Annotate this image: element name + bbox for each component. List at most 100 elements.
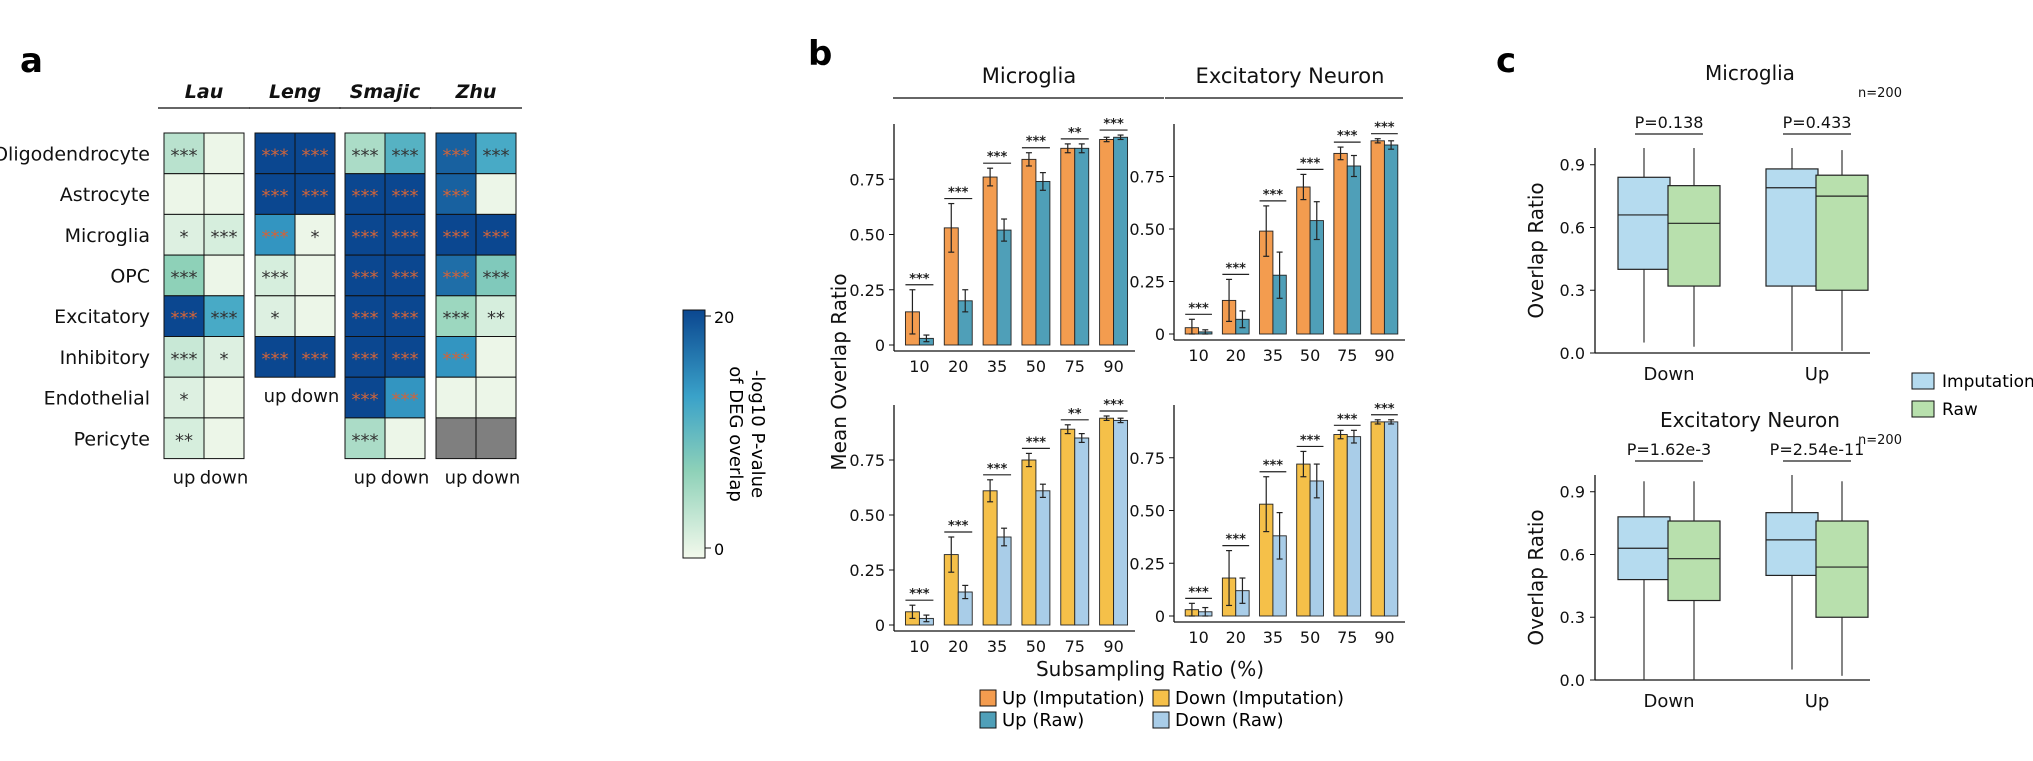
bar-up-raw: [1074, 147, 1090, 346]
bar-down-raw: [1035, 490, 1051, 626]
heatmap-col-label: down: [472, 468, 521, 489]
bar-y-tick-label: 0.75: [1129, 168, 1165, 187]
bar-x-tick-label: 10: [1188, 628, 1208, 647]
bar-significance-stars: ***: [1337, 412, 1358, 427]
box-y-axis-title: Overlap Ratio: [1524, 509, 1548, 645]
bar-significance-stars: ***: [1026, 135, 1047, 150]
bar-legend: Up (Imputation) Up (Raw) Down (Imputatio…: [979, 688, 1344, 731]
heatmap-group-title: Zhu: [455, 81, 497, 103]
bar-down-imputation: [1333, 434, 1348, 617]
bar-y-tick-label: 0.50: [849, 226, 885, 245]
box-pvalue-label: P=1.62e-3: [1627, 440, 1711, 459]
heatmap-cell: [384, 254, 426, 297]
heatmap-cell: [344, 417, 386, 460]
heatmap-cell: [475, 417, 517, 460]
heatmap-significance-stars: ***: [443, 308, 470, 329]
box-y-tick-label: 0.0: [1560, 344, 1585, 363]
heatmap-significance-stars: ***: [171, 349, 198, 370]
bar-significance-stars: ***: [1188, 585, 1209, 600]
bar-x-tick-label: 90: [1374, 346, 1394, 365]
heatmap-col-label: up: [354, 468, 377, 489]
legend-swatch-raw: [1911, 400, 1935, 418]
bar-down-raw: [996, 536, 1012, 626]
heatmap-cell: [384, 295, 426, 337]
box-n-label: n=200: [1858, 433, 1902, 448]
heatmap-significance-stars: ***: [352, 349, 379, 370]
heatmap-row-label: Astrocyte: [60, 184, 150, 206]
heatmap-row-label: Excitatory: [54, 306, 150, 328]
heatmap-cell: [203, 132, 245, 175]
heatmap-significance-stars: ***: [352, 267, 379, 288]
heatmap-significance-stars: ***: [171, 145, 198, 166]
bar-column-title: Microglia: [982, 64, 1076, 88]
heatmap-cell: [344, 173, 386, 215]
bar-significance-stars: ***: [909, 587, 930, 602]
bar-up-raw: [1113, 136, 1129, 346]
bar-significance-stars: ***: [1337, 129, 1358, 144]
heatmap-significance-stars: **: [175, 430, 193, 451]
bar-y-tick-label: 0: [875, 336, 885, 355]
box-y-tick-label: 0.3: [1560, 608, 1585, 627]
bar-up-imputation: [1296, 186, 1311, 335]
heatmap-significance-stars: ***: [171, 308, 198, 329]
box-y-tick-label: 0.9: [1560, 483, 1585, 502]
heatmap-cell: [163, 376, 205, 419]
legend-label-up-imputation: Up (Imputation): [1002, 688, 1145, 709]
panel-label-b: b: [808, 34, 832, 74]
heatmap-significance-stars: ***: [392, 267, 419, 288]
bar-up-imputation: [1099, 139, 1115, 346]
bar-up-imputation: [1060, 147, 1076, 346]
heatmap-cell: [203, 376, 245, 419]
bar-y-tick-label: 0.75: [849, 170, 885, 189]
bar-significance-stars: ***: [1300, 156, 1321, 171]
heatmap-significance-stars: ***: [352, 308, 379, 329]
bar-down-imputation: [982, 490, 998, 626]
legend-swatch-down-raw: [1152, 711, 1170, 729]
bar-down-imputation: [1370, 421, 1385, 617]
bar-significance-stars: ***: [1374, 402, 1395, 417]
bar-y-tick-label: 0.75: [1129, 449, 1165, 468]
heatmap-cell: [344, 336, 386, 378]
heatmap-cell: [254, 132, 296, 175]
bar-down-raw: [1309, 480, 1324, 617]
heatmap-cell: [203, 295, 245, 337]
box-x-tick-label: Down: [1643, 691, 1694, 712]
heatmap-significance-stars: ***: [483, 145, 510, 166]
box-up-imputation: [1765, 512, 1819, 577]
heatmap-significance-stars: ***: [211, 227, 238, 248]
heatmap-significance-stars: ***: [483, 267, 510, 288]
heatmap-cell: [203, 336, 245, 378]
box-down-raw: [1667, 185, 1721, 287]
bar-up-raw: [1035, 181, 1051, 346]
heatmap-cell: [384, 132, 426, 175]
heatmap-group-title: Leng: [269, 81, 321, 103]
box-x-tick-label: Up: [1805, 691, 1830, 712]
heatmap-significance-stars: ***: [262, 267, 289, 288]
heatmap-significance-stars: *: [180, 227, 189, 248]
legend-swatch-imputation: [1911, 372, 1935, 390]
heatmap-cell: [203, 254, 245, 297]
bar-down-raw: [1113, 419, 1129, 626]
legend-label-imputation: Imputation: [1942, 372, 2033, 392]
panel-label-c: c: [1496, 41, 1516, 81]
bar-x-tick-label: 75: [1337, 346, 1357, 365]
bar-y-tick-label: 0.50: [1129, 220, 1165, 239]
heatmap-significance-stars: ***: [262, 186, 289, 207]
heatmap-cell: [163, 173, 205, 215]
panel-b-barcharts: Microglia Excitatory Neuron 0 0.25 0.50 0.75 1…: [827, 64, 1405, 681]
bar-down-imputation: [1296, 463, 1311, 617]
heatmap-cell: [344, 213, 386, 256]
heatmap-significance-stars: ***: [302, 186, 329, 207]
heatmap-cell: [203, 417, 245, 460]
bar-x-tick-label: 50: [1026, 637, 1046, 656]
heatmap-cell: [435, 254, 477, 297]
heatmap-cell: [203, 173, 245, 215]
heatmap-cell: [384, 417, 426, 460]
heatmap-cell: [384, 376, 426, 419]
bar-significance-stars: ***: [1263, 459, 1284, 474]
bar-y-tick-label: 0.75: [849, 451, 885, 470]
bar-x-tick-label: 90: [1103, 357, 1123, 376]
bar-up-imputation: [982, 176, 998, 346]
bar-y-tick-label: 0.25: [1129, 554, 1165, 573]
bar-y-tick-label: 0.50: [849, 506, 885, 525]
